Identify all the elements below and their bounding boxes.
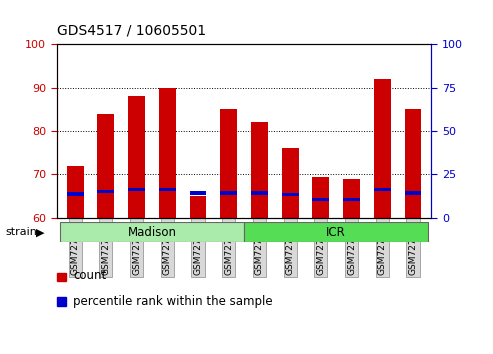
Bar: [189, 191, 207, 195]
Bar: [374, 188, 390, 191]
Text: percentile rank within the sample: percentile rank within the sample: [73, 295, 273, 308]
FancyBboxPatch shape: [244, 222, 428, 242]
Bar: [313, 177, 329, 218]
Text: strain: strain: [5, 227, 37, 237]
Bar: [67, 166, 84, 218]
Bar: [251, 122, 268, 218]
Bar: [98, 190, 114, 193]
Bar: [374, 79, 390, 218]
Bar: [282, 148, 299, 218]
Bar: [404, 109, 422, 218]
Bar: [251, 191, 268, 195]
Text: Madison: Madison: [127, 226, 176, 239]
Text: count: count: [73, 269, 106, 282]
Bar: [159, 88, 176, 218]
Bar: [404, 191, 422, 195]
Bar: [313, 198, 329, 201]
Bar: [67, 192, 84, 196]
Text: ICR: ICR: [326, 226, 346, 239]
Bar: [128, 96, 145, 218]
Bar: [98, 114, 114, 218]
Bar: [189, 196, 207, 218]
Bar: [128, 188, 145, 191]
Text: GDS4517 / 10605501: GDS4517 / 10605501: [57, 23, 206, 37]
Text: ▶: ▶: [35, 227, 44, 237]
Bar: [343, 179, 360, 218]
Bar: [282, 193, 299, 196]
Bar: [220, 109, 237, 218]
Bar: [343, 198, 360, 201]
FancyBboxPatch shape: [60, 222, 244, 242]
Bar: [220, 191, 237, 195]
Bar: [159, 188, 176, 191]
